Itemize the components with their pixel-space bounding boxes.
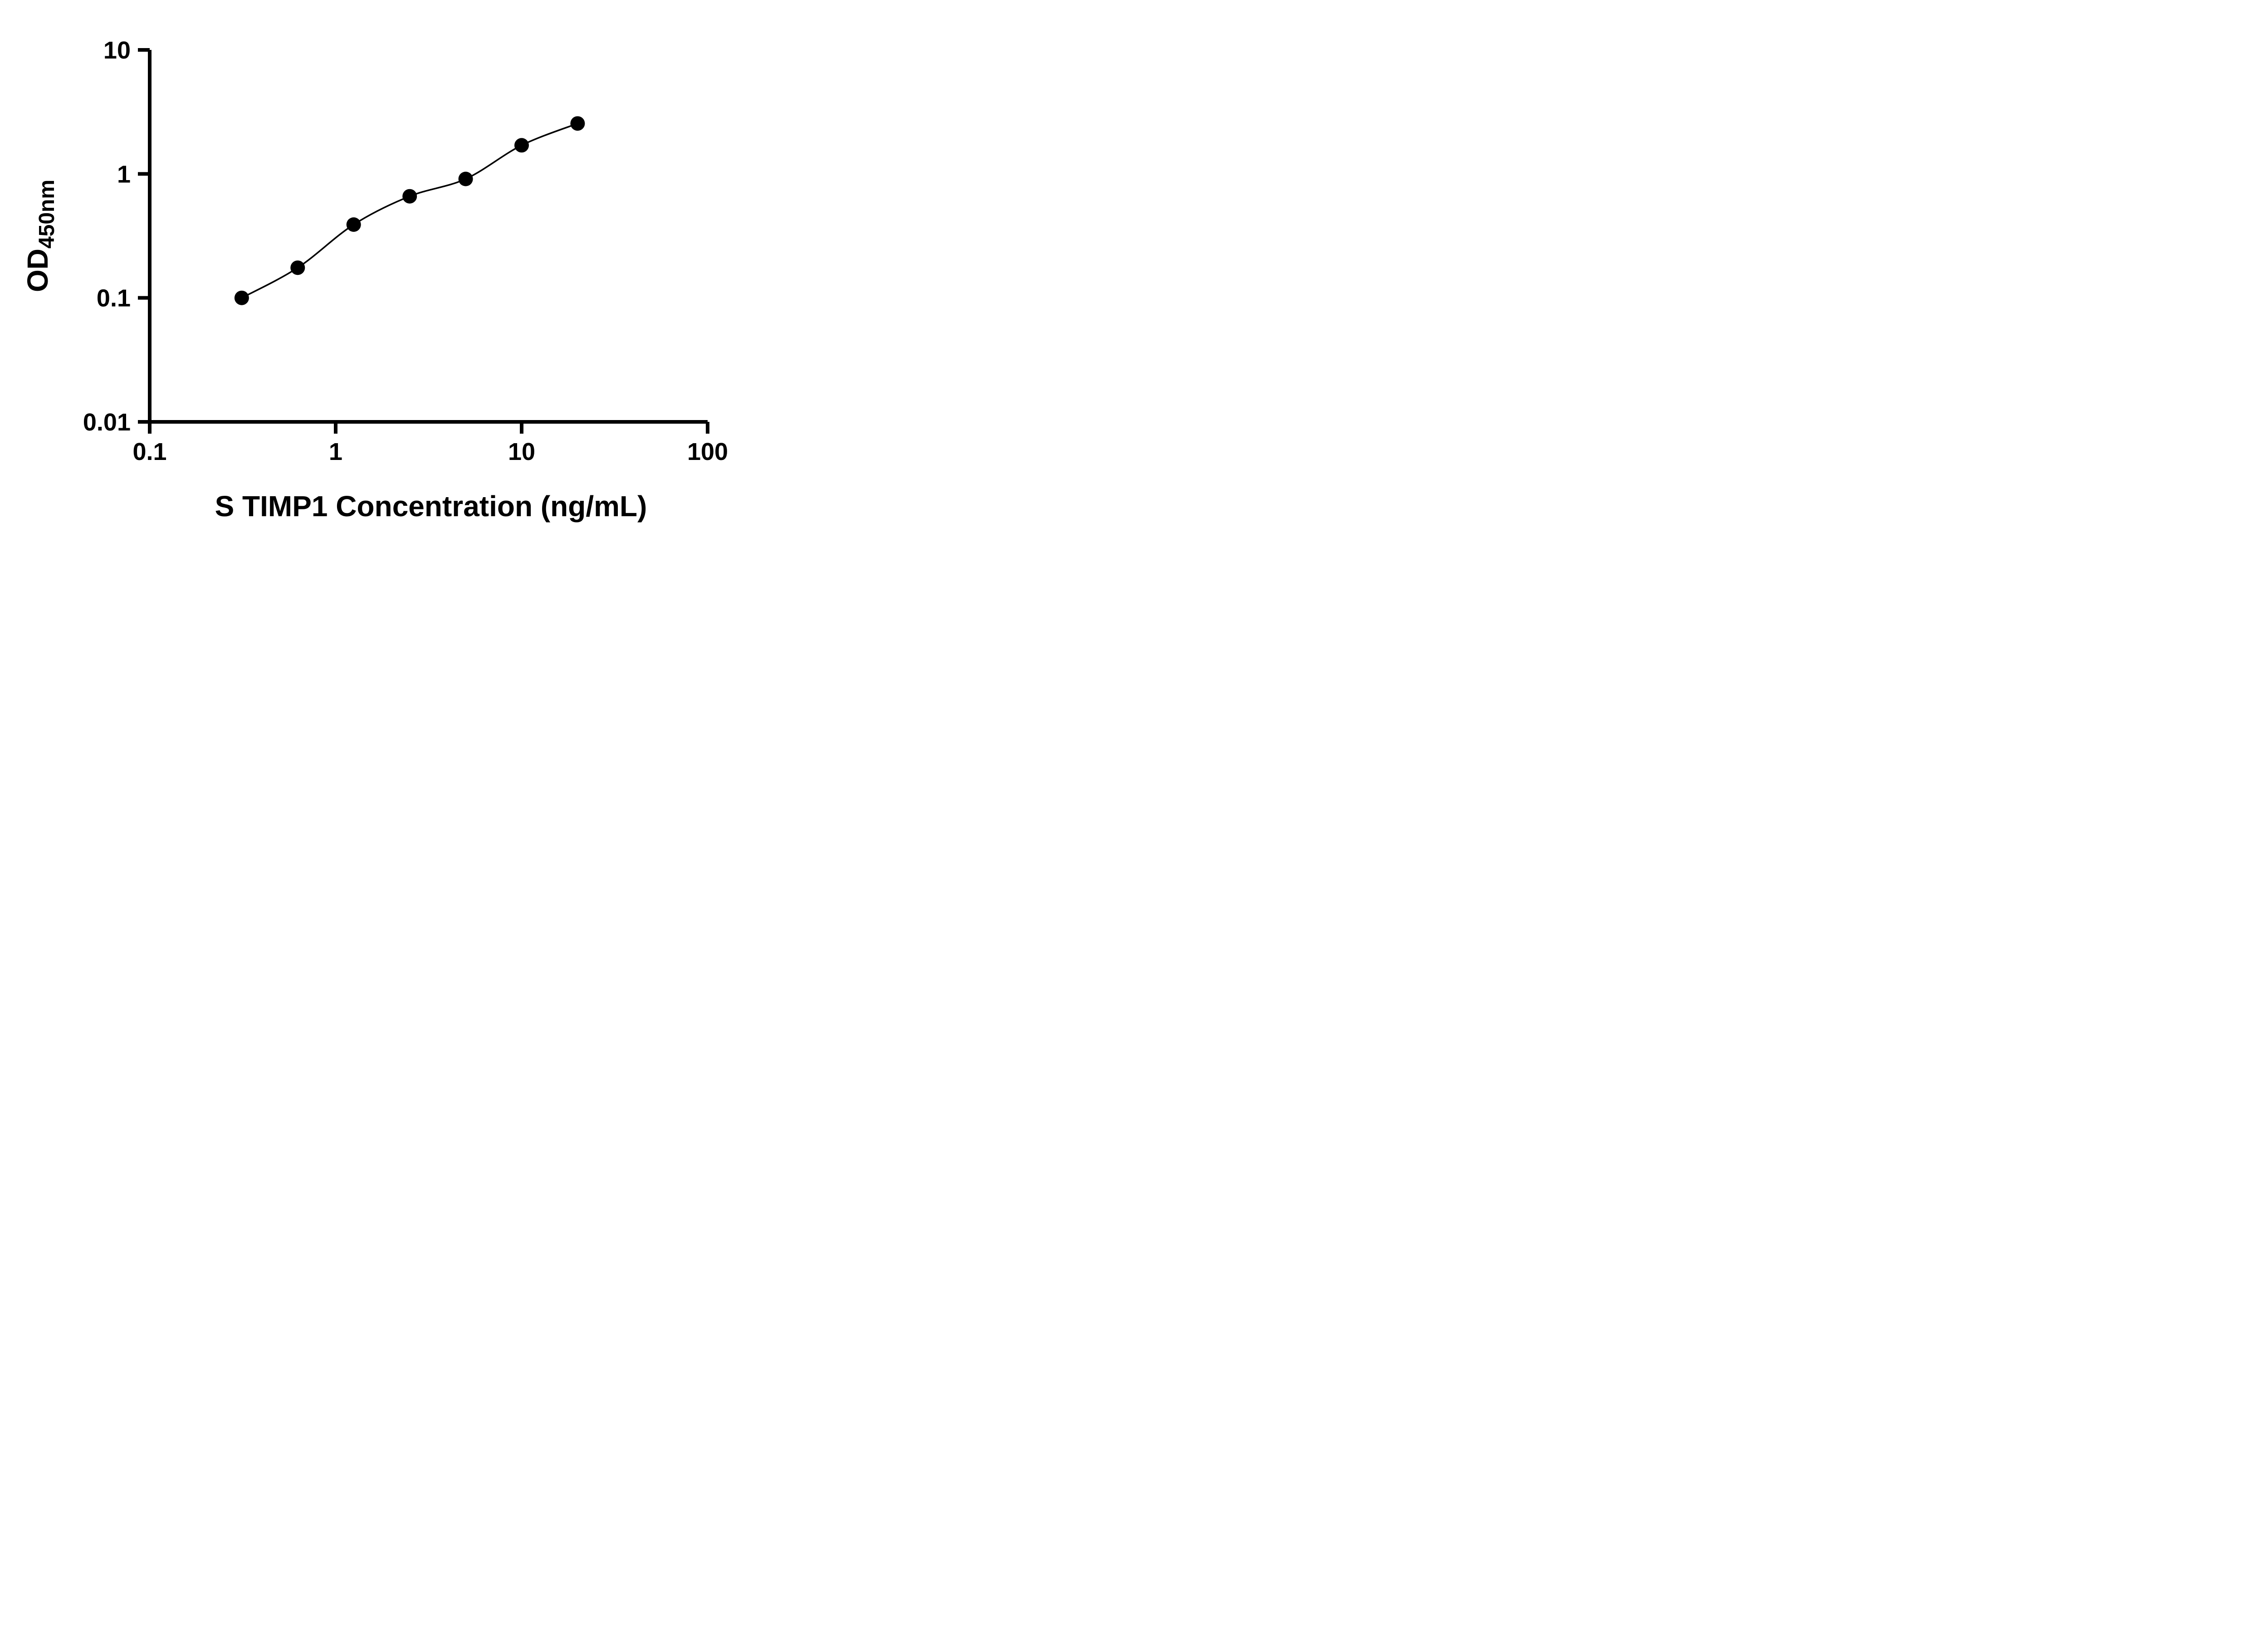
data-point xyxy=(570,116,585,131)
x-tick-label: 100 xyxy=(687,438,728,465)
x-axis-tick-labels: 0.1 1 10 100 xyxy=(132,438,728,465)
data-points xyxy=(234,116,585,305)
x-tick-label: 10 xyxy=(508,438,535,465)
y-axis-title-main: OD xyxy=(21,249,54,292)
axis-frame xyxy=(148,50,708,424)
data-point xyxy=(402,189,417,204)
y-axis-title-subscript: 450nm xyxy=(35,180,59,249)
y-tick-label: 0.01 xyxy=(83,409,131,436)
y-tick-label: 10 xyxy=(103,37,131,64)
y-axis-ticks xyxy=(138,48,150,424)
x-tick-label: 0.1 xyxy=(132,438,166,465)
data-point xyxy=(290,260,305,275)
data-point xyxy=(346,217,361,232)
x-axis-title: S TIMP1 Concentration (ng/mL) xyxy=(215,490,647,523)
x-axis-ticks xyxy=(148,422,709,434)
data-point xyxy=(514,138,529,153)
data-point xyxy=(458,171,473,186)
chart-page: 0.1 1 10 100 0.01 0.1 1 10 S TIMP1 Concentrati… xyxy=(0,0,777,544)
y-tick-label: 1 xyxy=(117,161,131,188)
y-tick-label: 0.1 xyxy=(97,285,131,312)
data-point xyxy=(234,290,249,305)
x-tick-label: 1 xyxy=(329,438,342,465)
y-axis-tick-labels: 0.01 0.1 1 10 xyxy=(83,37,131,436)
y-axis-title: OD450nm xyxy=(21,180,59,292)
